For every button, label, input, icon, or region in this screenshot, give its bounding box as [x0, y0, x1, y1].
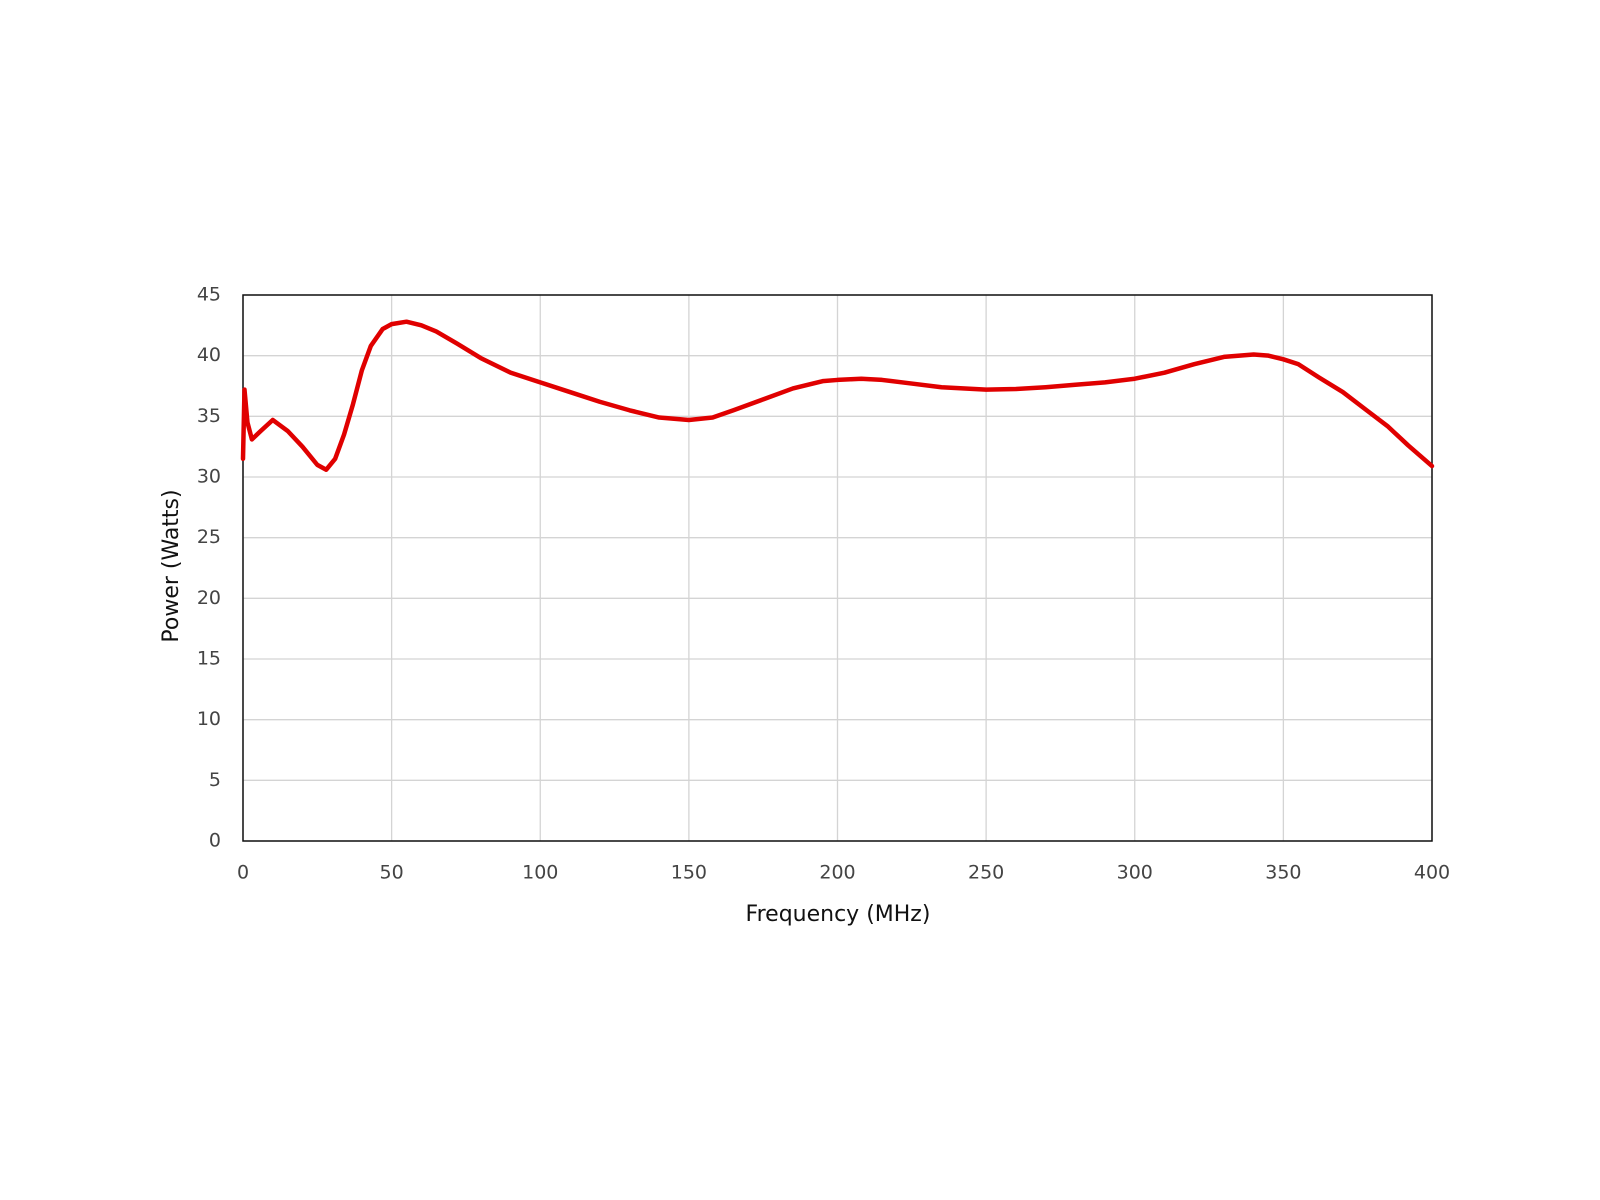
y-tick-label: 25 — [197, 526, 221, 548]
y-tick-label: 35 — [197, 405, 221, 427]
y-tick-label: 5 — [209, 769, 221, 791]
y-tick-label: 20 — [197, 587, 221, 609]
x-axis-title: Frequency (MHz) — [746, 902, 931, 927]
y-tick-label: 45 — [197, 284, 221, 306]
y-tick-label: 15 — [197, 648, 221, 670]
y-axis-title: Power (Watts) — [159, 489, 184, 642]
data-line — [240, 319, 1435, 472]
x-tick-label: 200 — [819, 862, 855, 884]
y-tick-label: 10 — [197, 708, 221, 730]
y-tick-label: 0 — [209, 830, 221, 852]
x-tick-label: 0 — [237, 862, 249, 884]
x-tick-label: 50 — [380, 862, 404, 884]
x-tick-label: 150 — [671, 862, 707, 884]
x-tick-label: 250 — [968, 862, 1004, 884]
plot-frame — [242, 294, 1433, 842]
x-tick-label: 350 — [1265, 862, 1301, 884]
y-tick-label: 30 — [197, 466, 221, 488]
x-tick-label: 300 — [1117, 862, 1153, 884]
y-tick-label: 40 — [197, 344, 221, 366]
x-tick-label: 100 — [522, 862, 558, 884]
x-tick-label: 400 — [1414, 862, 1450, 884]
